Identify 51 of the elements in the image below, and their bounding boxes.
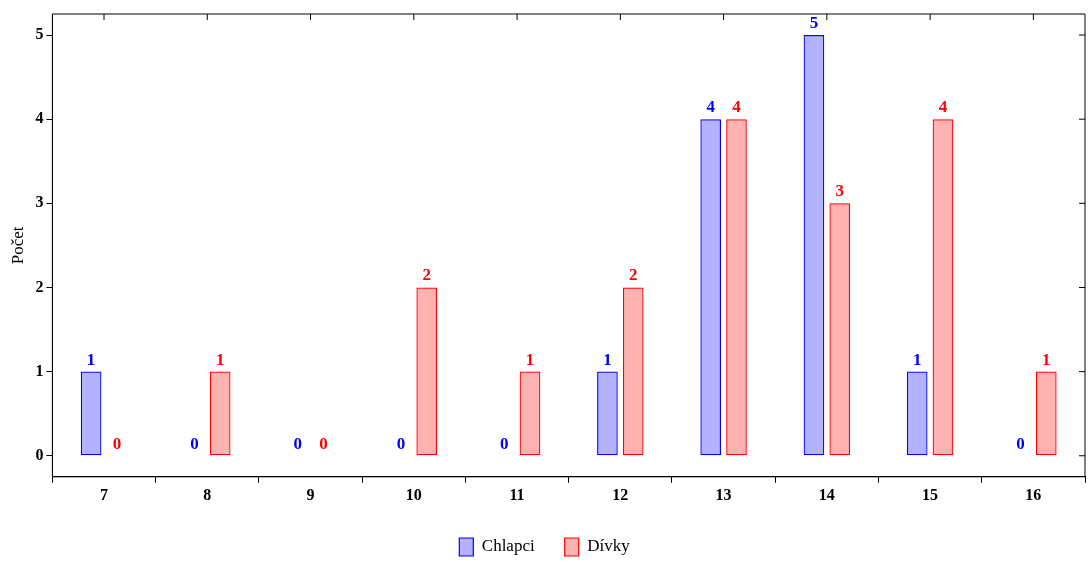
data-label: 0 xyxy=(396,433,406,453)
data-label: 4 xyxy=(706,97,716,117)
legend-label: Dívky xyxy=(587,536,631,556)
y-tick-label: 3 xyxy=(35,193,44,211)
data-label: 3 xyxy=(835,181,845,201)
data-label: 1 xyxy=(603,349,612,369)
x-tick-label: 10 xyxy=(405,485,422,503)
data-label: 1 xyxy=(86,349,96,369)
bar xyxy=(416,287,438,456)
y-tick-label: 0 xyxy=(35,445,44,463)
x-tick-label: 14 xyxy=(818,485,835,503)
data-label: 1 xyxy=(1042,349,1051,369)
data-label: 1 xyxy=(912,349,922,369)
data-label: 5 xyxy=(809,12,819,32)
x-tick-label: 13 xyxy=(715,485,732,503)
bar xyxy=(597,371,618,456)
data-label: 2 xyxy=(628,265,638,285)
data-label: 0 xyxy=(112,433,122,453)
data-label: 0 xyxy=(1016,433,1025,453)
y-tick-label: 1 xyxy=(35,361,44,379)
x-tick-label: 16 xyxy=(1025,485,1042,503)
data-label: 0 xyxy=(190,433,199,453)
y-tick-label: 4 xyxy=(35,109,44,127)
bar xyxy=(519,371,541,456)
data-label: 1 xyxy=(215,349,225,369)
bar xyxy=(622,287,644,456)
data-label: 0 xyxy=(293,433,302,453)
data-label: 4 xyxy=(938,97,948,117)
data-label: 4 xyxy=(732,97,742,117)
x-tick-label: 11 xyxy=(509,485,525,503)
x-tick-label: 7 xyxy=(100,485,109,503)
data-label: 0 xyxy=(499,433,509,453)
bar xyxy=(803,35,825,456)
y-axis-title: Počet xyxy=(7,226,27,265)
y-tick-label: 5 xyxy=(35,25,44,43)
bar xyxy=(80,371,102,456)
x-tick-label: 9 xyxy=(306,485,315,503)
bar xyxy=(700,119,722,456)
x-tick-label: 8 xyxy=(203,485,212,503)
legend-label: Chlapci xyxy=(481,536,535,556)
data-label: 0 xyxy=(319,433,328,453)
bar xyxy=(829,203,851,456)
data-label: 2 xyxy=(422,265,431,285)
bar xyxy=(209,371,231,456)
y-tick-label: 2 xyxy=(35,277,44,295)
x-tick-label: 12 xyxy=(612,485,629,503)
bar xyxy=(906,371,928,456)
bar xyxy=(933,120,953,455)
bar xyxy=(1035,371,1057,456)
data-label: 1 xyxy=(525,349,535,369)
x-tick-label: 15 xyxy=(922,485,939,503)
